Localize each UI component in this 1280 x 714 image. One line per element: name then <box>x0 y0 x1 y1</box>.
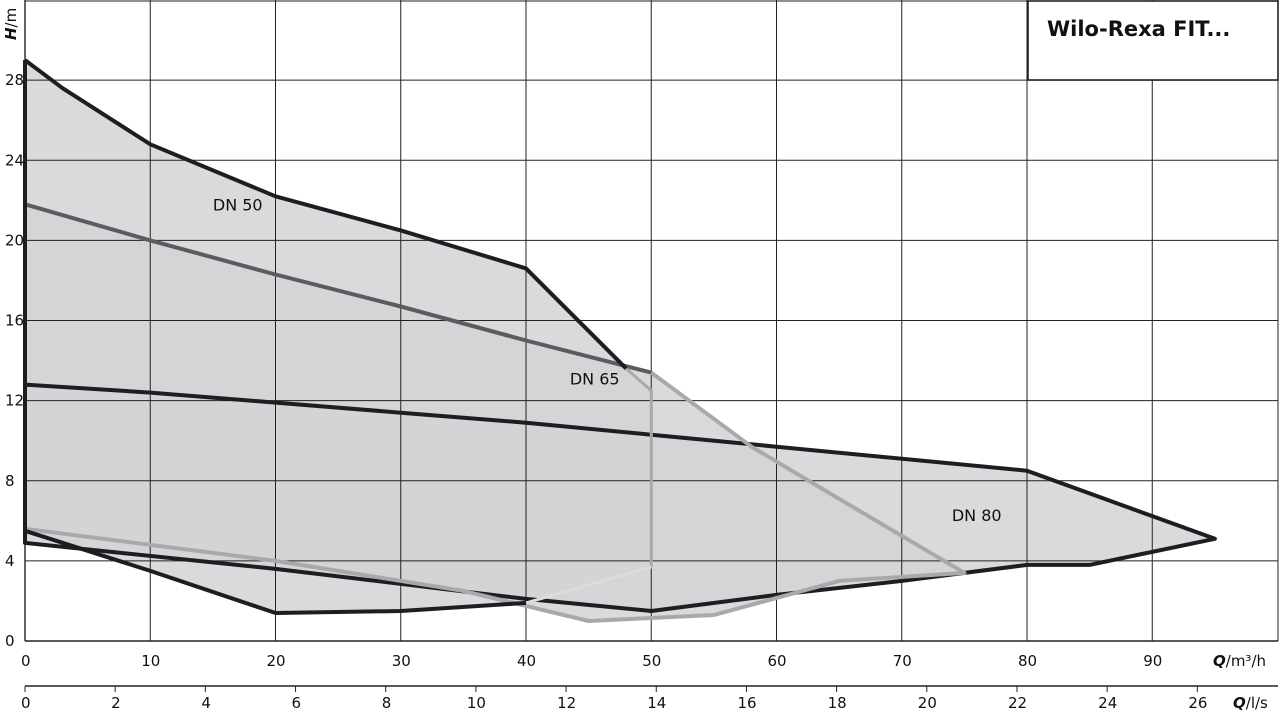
x-tick-label-ls: 8 <box>382 694 392 712</box>
y-axis-var: H <box>2 27 20 40</box>
x-axis-ls-unit: /l/s <box>1246 694 1268 712</box>
x-tick-label-m3h: 10 <box>141 652 160 670</box>
y-tick-label: 8 <box>5 472 15 490</box>
region-labels: DN 50 DN 65 DN 80 <box>213 195 1002 524</box>
x-tick-label-ls: 16 <box>737 694 756 712</box>
x-tick-label-m3h: 60 <box>768 652 787 670</box>
x-tick-label-m3h: 90 <box>1143 652 1162 670</box>
y-tick-label: 0 <box>5 632 15 650</box>
region-outlines <box>23 58 1217 623</box>
y-tick-label: 16 <box>5 312 24 330</box>
y-tick-label: 24 <box>5 151 24 169</box>
x-axis-label-ls: Q/l/s <box>1233 694 1268 712</box>
x-tick-label-m3h: 80 <box>1018 652 1037 670</box>
x-tick-label-m3h: 0 <box>21 652 31 670</box>
x-tick-label-ls: 10 <box>467 694 486 712</box>
region-outline-dn-65-lower-right <box>713 497 967 617</box>
region-label-dn-50: DN 50 <box>213 195 263 214</box>
title-box: Wilo-Rexa FIT... <box>1027 0 1279 81</box>
x-tick-label-ls: 20 <box>918 694 937 712</box>
region-outline-dn-50-lower <box>23 60 527 615</box>
x-tick-label-ls: 14 <box>647 694 666 712</box>
region-outline-dn-65-upper <box>24 202 652 375</box>
x-tick-label-m3h: 40 <box>517 652 536 670</box>
x-tick-label-ls: 4 <box>201 694 211 712</box>
x-tick-label-ls: 2 <box>111 694 121 712</box>
region-fill-dn-80 <box>25 384 1215 611</box>
x-axis-ls-var: Q <box>1233 694 1246 712</box>
x-axis-label-m3h: Q/m³/h <box>1213 652 1266 670</box>
region-outline-dn-50-right <box>625 367 653 567</box>
region-label-dn-80: DN 80 <box>952 506 1002 525</box>
x-tick-label-ls: 26 <box>1188 694 1207 712</box>
y-axis-unit: /m <box>2 8 20 28</box>
x-tick-label-ls: 18 <box>828 694 847 712</box>
x-tick-label-ls: 24 <box>1098 694 1117 712</box>
region-outline-dn-65-right <box>650 370 841 501</box>
y-axis-label: H/m <box>2 8 20 40</box>
region-label-dn-65: DN 65 <box>570 370 620 389</box>
chart-title: Wilo-Rexa FIT... <box>1047 17 1230 41</box>
x-axis-m3h-unit: /m³/h <box>1226 652 1266 670</box>
x-tick-label-ls: 6 <box>292 694 302 712</box>
region-outline-dn-50-upper <box>23 58 628 371</box>
region-outline-dn-50-inner <box>525 565 652 605</box>
x-tick-label-m3h: 50 <box>642 652 661 670</box>
x-tick-label-m3h: 30 <box>392 652 411 670</box>
x-tick-label-ls: 0 <box>21 694 31 712</box>
y-tick-label: 20 <box>5 231 24 249</box>
x-tick-label-m3h: 20 <box>267 652 286 670</box>
x-tick-label-ls: 22 <box>1008 694 1027 712</box>
x-tick-label-ls: 12 <box>557 694 576 712</box>
y-tick-label: 12 <box>5 392 24 410</box>
region-fills <box>25 60 1215 622</box>
y-tick-label: 28 <box>5 71 24 89</box>
y-tick-label: 4 <box>5 552 15 570</box>
x-tick-label-m3h: 70 <box>893 652 912 670</box>
x-axis-m3h-var: Q <box>1213 652 1226 670</box>
